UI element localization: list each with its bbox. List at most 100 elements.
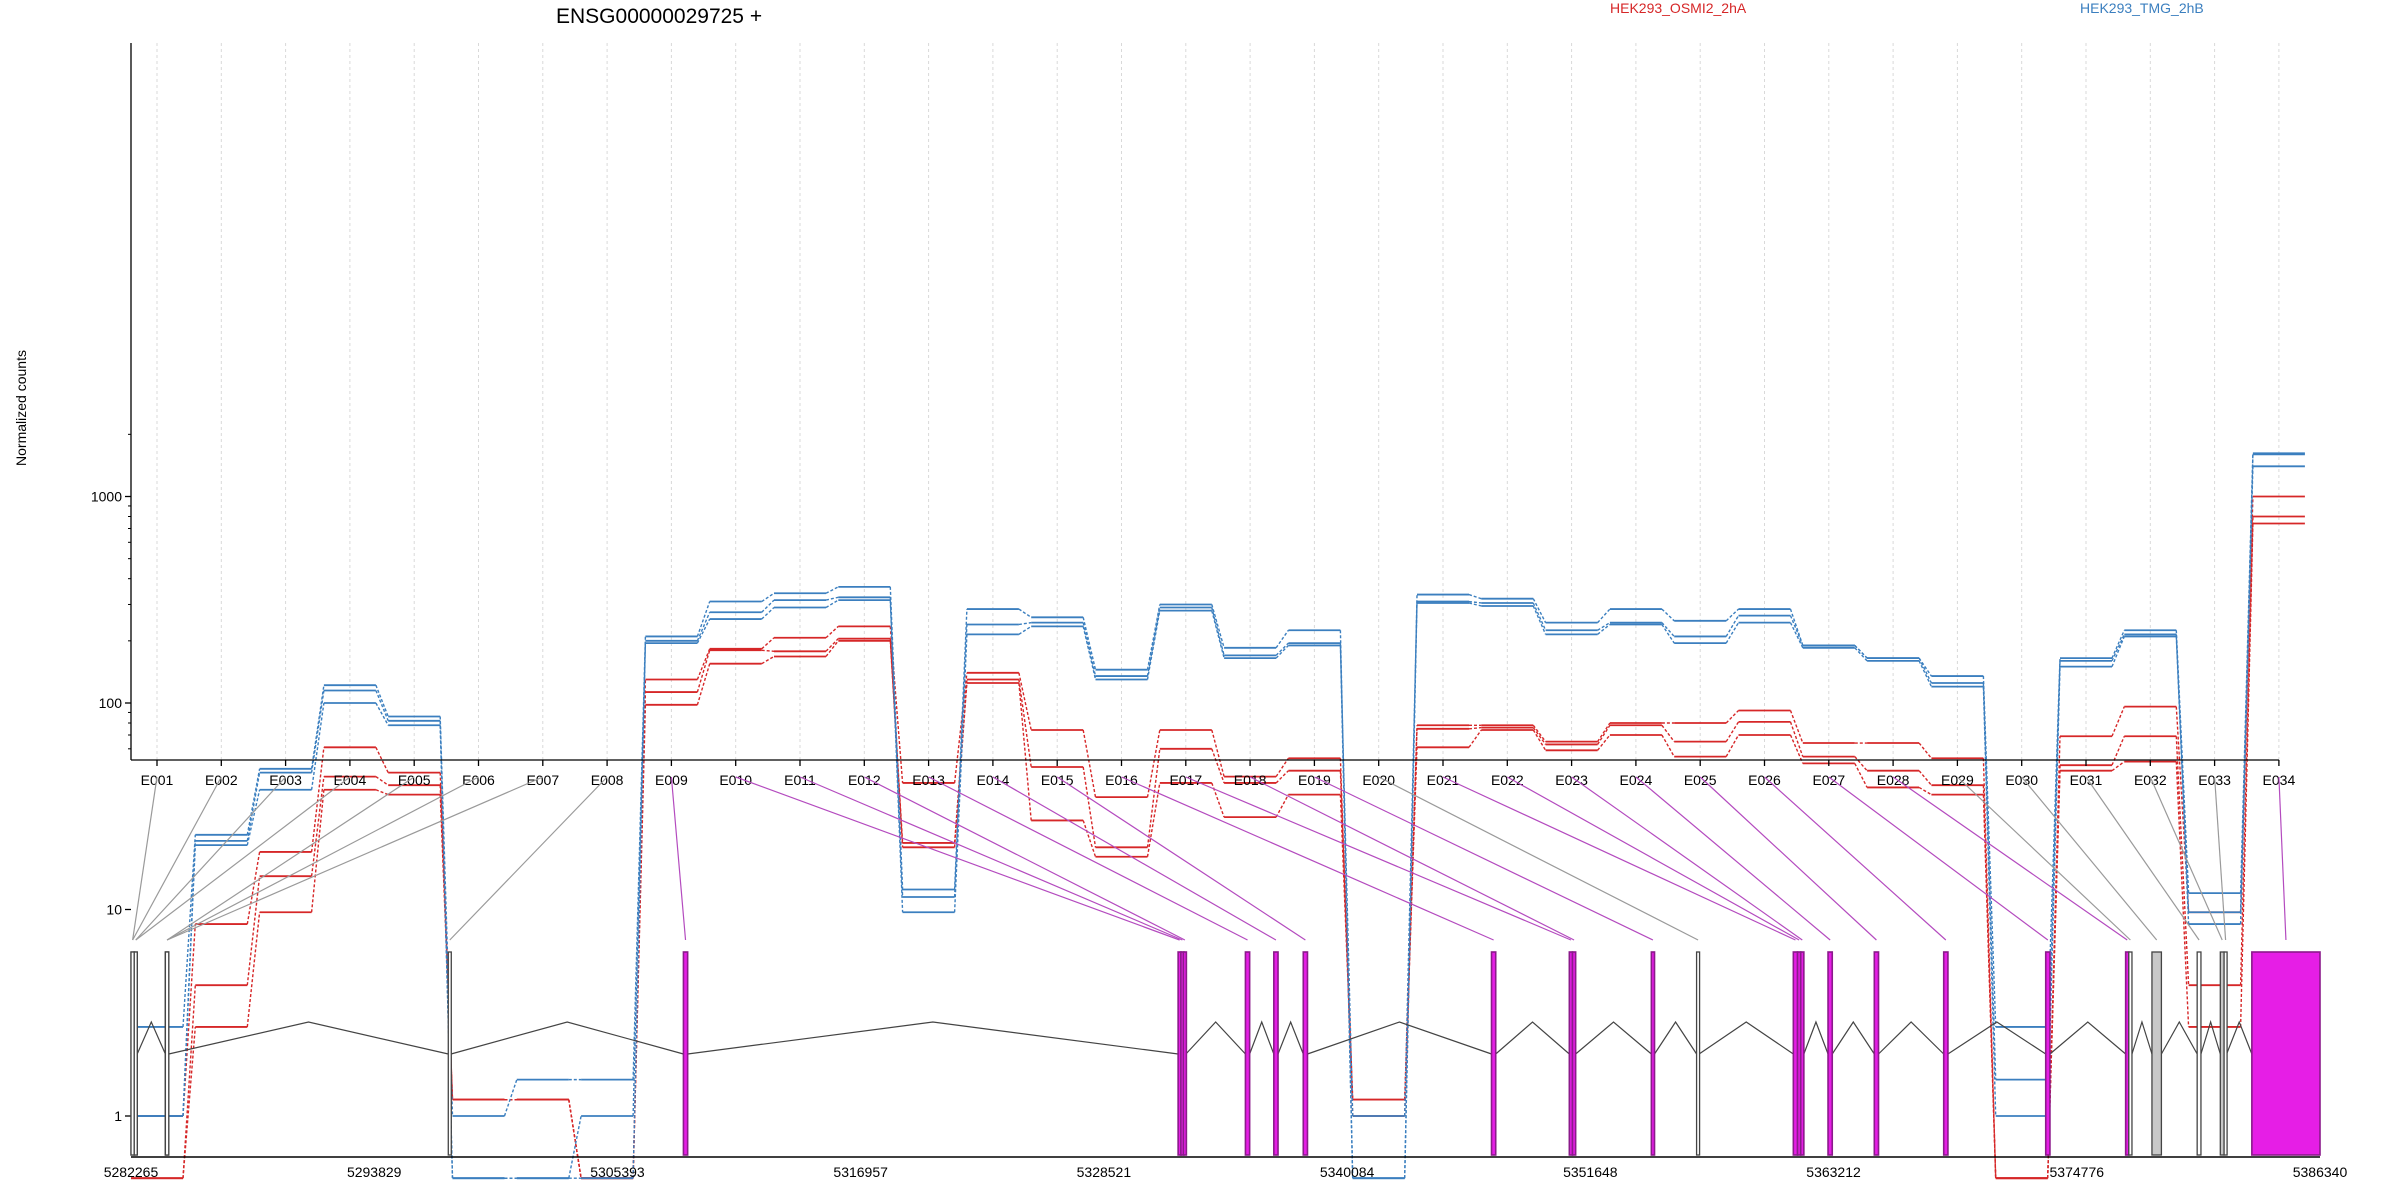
connector-e001 — [132, 776, 158, 941]
series-2-link-24 — [1661, 724, 1675, 743]
series-6-link-2 — [246, 768, 261, 835]
intron-link-9 — [1307, 1021, 1492, 1055]
series-3-link-25 — [1725, 709, 1739, 724]
connector-e007 — [166, 776, 544, 941]
series-4-link-9 — [696, 618, 711, 644]
gene-model-track — [130, 951, 2321, 1156]
coordinate-tick-label-5340084: 5340084 — [1320, 1164, 1375, 1180]
connector-e030 — [2021, 776, 2158, 941]
x-tick-label-e023: E023 — [1555, 772, 1588, 788]
series-5-link-20 — [1404, 601, 1418, 1117]
series-2-link-1 — [182, 985, 196, 1179]
connector-e029 — [1956, 776, 2131, 941]
x-tick-label-e004: E004 — [334, 772, 367, 788]
series-3-link-9 — [696, 648, 711, 680]
series-5-link-17 — [1211, 607, 1225, 656]
intron-link-15 — [1831, 1020, 1875, 1055]
series-6-link-23 — [1597, 608, 1611, 624]
connector-e017 — [1185, 776, 1572, 941]
series-3-link-26 — [1789, 710, 1804, 744]
x-tick-label-e018: E018 — [1234, 772, 1267, 788]
intron-link-18 — [2049, 1021, 2127, 1055]
series-6-hek293_tmg_2hb — [131, 452, 2305, 1180]
series-6-link-3 — [310, 685, 325, 769]
connector-e004 — [135, 776, 351, 941]
exon-box-e023 — [1799, 951, 1805, 1156]
series-5-link-14 — [1018, 621, 1032, 626]
intron-link-13 — [1698, 1021, 1794, 1055]
connector-e010 — [735, 776, 1180, 941]
connector-e005 — [166, 776, 415, 941]
x-tick-label-e021: E021 — [1427, 772, 1460, 788]
series-4-link-27 — [1854, 647, 1868, 662]
legend-label-osmi2: HEK293_OSMI2_2hA — [1610, 0, 1747, 16]
x-tick-label-e015: E015 — [1041, 772, 1074, 788]
series-5-link-9 — [696, 612, 711, 642]
x-tick-label-e005: E005 — [398, 772, 431, 788]
x-tick-label-e007: E007 — [526, 772, 559, 788]
series-5-link-2 — [246, 772, 261, 841]
series-3-link-8 — [632, 679, 647, 1179]
connector-e026 — [1764, 776, 1947, 941]
exon-box-e025 — [1873, 951, 1880, 1156]
series-2-link-18 — [1275, 770, 1289, 784]
series-2-link-28 — [1918, 770, 1932, 786]
y-tick-label-1: 1 — [114, 1108, 122, 1124]
series-2-link-9 — [696, 650, 711, 693]
series-5-link-24 — [1661, 622, 1675, 637]
x-tick-label-e003: E003 — [269, 772, 302, 788]
connector-e012 — [864, 776, 1186, 941]
coordinate-tick-label-5305393: 5305393 — [590, 1164, 645, 1180]
connector-e016 — [1121, 776, 1494, 941]
x-axis-exon-labels: E001E002E003E004E005E006E007E008E009E010… — [131, 759, 2295, 788]
series-6-link-15 — [1082, 617, 1097, 670]
series-6-link-28 — [1918, 657, 1932, 677]
x-tick-label-e010: E010 — [719, 772, 752, 788]
series-2-link-17 — [1211, 748, 1225, 784]
series-2-link-16 — [1146, 748, 1161, 848]
intron-link-14 — [1803, 1020, 1829, 1055]
exon-box-e008 — [447, 951, 452, 1156]
intron-link-8 — [1277, 1020, 1304, 1055]
intron-link-11 — [1575, 1021, 1652, 1055]
series-2-link-26 — [1789, 721, 1804, 757]
x-tick-label-e019: E019 — [1298, 772, 1331, 788]
series-6-link-22 — [1532, 598, 1547, 623]
connector-e027 — [1828, 776, 2049, 941]
exon-connector-lines — [132, 776, 2287, 941]
exon-box-e012 — [1182, 951, 1188, 1156]
intron-link-7 — [1249, 1020, 1275, 1055]
connector-e008 — [449, 776, 608, 941]
series-6-link-26 — [1789, 608, 1804, 646]
exon-box-e018 — [1571, 951, 1577, 1156]
intron-link-10 — [1495, 1021, 1570, 1055]
series-2-link-2 — [246, 876, 261, 986]
series-4-link-17 — [1211, 610, 1225, 659]
series-6-link-19 — [1339, 630, 1354, 1179]
x-tick-label-e006: E006 — [462, 772, 495, 788]
coordinate-tick-label-5363212: 5363212 — [1806, 1164, 1861, 1180]
series-6-link-9 — [696, 601, 711, 637]
series-5-link-29 — [1982, 682, 1997, 1080]
x-tick-label-e020: E020 — [1362, 772, 1395, 788]
connector-e021 — [1442, 776, 1796, 941]
series-3-link-16 — [1146, 729, 1161, 798]
series-2-link-32 — [2175, 736, 2190, 986]
series-4-link-26 — [1789, 622, 1804, 649]
series-3-link-2 — [246, 851, 261, 925]
series-1-link-11 — [825, 640, 839, 657]
exon-box-e015 — [1302, 951, 1309, 1156]
x-tick-label-e013: E013 — [912, 772, 945, 788]
series-6-link-11 — [825, 586, 839, 594]
intron-link-20 — [2160, 1020, 2198, 1055]
exon-box-e034 — [2251, 951, 2321, 1156]
series-4-link-28 — [1918, 660, 1933, 687]
series-2-link-15 — [1082, 766, 1097, 848]
connector-e002 — [132, 776, 222, 941]
exon-box-e007 — [164, 951, 170, 1156]
series-1-link-3 — [310, 789, 325, 913]
intron-link-6 — [1185, 1021, 1246, 1055]
series-1-link-16 — [1146, 782, 1161, 857]
coordinate-tick-label-5351648: 5351648 — [1563, 1164, 1618, 1180]
count-series-lines — [131, 452, 2305, 1180]
